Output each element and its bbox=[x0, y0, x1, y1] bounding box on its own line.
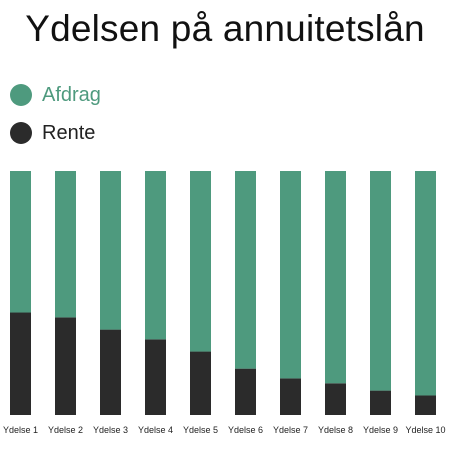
legend-label-rente: Rente bbox=[42, 121, 96, 144]
x-tick-labels: Ydelse 1 Ydelse 2 Ydelse 3 Ydelse 4 Ydelse 5… bbox=[3, 425, 446, 435]
bar-afdrag-9 bbox=[370, 171, 391, 391]
x-tick-label-9: Ydelse 9 bbox=[363, 425, 398, 435]
bar-rente-2 bbox=[55, 317, 76, 415]
x-tick-label-5: Ydelse 5 bbox=[183, 425, 218, 435]
bar-afdrag-4 bbox=[145, 171, 166, 340]
bar-rente-4 bbox=[145, 339, 166, 415]
x-tick-label-7: Ydelse 7 bbox=[273, 425, 308, 435]
legend: Afdrag Rente bbox=[10, 80, 101, 156]
bar-afdrag-3 bbox=[100, 171, 121, 330]
legend-item-rente: Rente bbox=[10, 118, 101, 148]
bar-afdrag-5 bbox=[190, 171, 211, 352]
legend-swatch-rente bbox=[10, 122, 32, 144]
bars-group bbox=[10, 171, 436, 415]
x-tick-label-6: Ydelse 6 bbox=[228, 425, 263, 435]
x-tick-label-8: Ydelse 8 bbox=[318, 425, 353, 435]
legend-label-afdrag: Afdrag bbox=[42, 83, 101, 106]
x-tick-label-10: Ydelse 10 bbox=[405, 425, 445, 435]
bar-afdrag-6 bbox=[235, 171, 256, 369]
bar-rente-1 bbox=[10, 312, 31, 415]
bar-afdrag-10 bbox=[415, 171, 436, 396]
x-tick-label-4: Ydelse 4 bbox=[138, 425, 173, 435]
bar-afdrag-1 bbox=[10, 171, 31, 313]
bar-rente-8 bbox=[325, 383, 346, 415]
x-tick-label-3: Ydelse 3 bbox=[93, 425, 128, 435]
bar-rente-7 bbox=[280, 378, 301, 415]
bar-rente-9 bbox=[370, 390, 391, 415]
chart-title: Ydelsen på annuitetslån bbox=[25, 8, 425, 49]
bar-rente-5 bbox=[190, 351, 211, 415]
bar-rente-10 bbox=[415, 395, 436, 415]
legend-swatch-afdrag bbox=[10, 84, 32, 106]
bar-afdrag-7 bbox=[280, 171, 301, 379]
x-tick-label-2: Ydelse 2 bbox=[48, 425, 83, 435]
x-tick-label-1: Ydelse 1 bbox=[3, 425, 38, 435]
bar-rente-3 bbox=[100, 329, 121, 415]
legend-item-afdrag: Afdrag bbox=[10, 80, 101, 110]
bar-rente-6 bbox=[235, 368, 256, 415]
bar-afdrag-8 bbox=[325, 171, 346, 384]
bar-afdrag-2 bbox=[55, 171, 76, 318]
